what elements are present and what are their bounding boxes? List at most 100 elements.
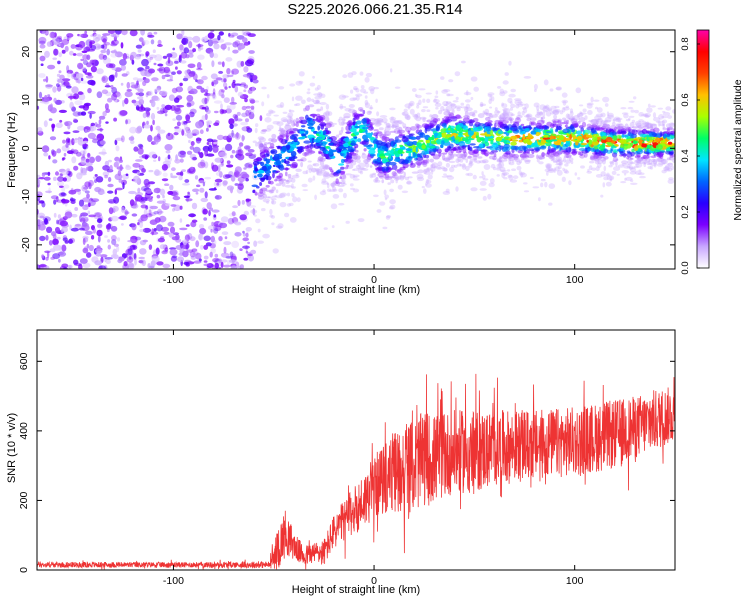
heatmap-cell — [323, 174, 331, 179]
heatmap-cell — [203, 260, 208, 263]
heatmap-cell — [285, 179, 292, 183]
heatmap-cell — [45, 190, 53, 194]
heatmap-cell — [394, 158, 401, 162]
heatmap-cell — [595, 106, 599, 110]
heatmap-cell — [306, 144, 312, 148]
heatmap-cell — [416, 124, 422, 129]
heatmap-cell — [317, 91, 322, 98]
heatmap-cell — [416, 164, 421, 168]
heatmap-cell — [592, 122, 599, 126]
heatmap-cell — [252, 211, 256, 216]
heatmap-cell — [473, 86, 480, 92]
heatmap-cell — [72, 53, 77, 56]
heatmap-cell — [245, 227, 252, 232]
heatmap-cell — [388, 175, 396, 179]
heatmap-cell — [616, 124, 621, 128]
heatmap-cell — [188, 71, 196, 77]
heatmap-cell — [614, 143, 618, 146]
heatmap-cell — [240, 60, 245, 67]
heatmap-cell — [506, 156, 512, 159]
heatmap-cell — [239, 248, 243, 252]
heatmap-cell — [401, 190, 409, 194]
heatmap-cell — [169, 226, 176, 234]
heatmap-cell — [100, 44, 105, 49]
heatmap-cell — [615, 117, 621, 123]
heatmap-cell — [37, 219, 43, 226]
heatmap-cell — [50, 256, 55, 260]
heatmap-cell — [328, 147, 331, 150]
heatmap-cell — [166, 53, 173, 58]
heatmap-cell — [627, 159, 633, 166]
heatmap-cell — [393, 172, 398, 177]
heatmap-cell — [635, 159, 642, 164]
heatmap-cell — [411, 171, 419, 174]
heatmap-cell — [311, 168, 318, 173]
heatmap-cell — [539, 111, 543, 115]
heatmap-cell — [355, 149, 359, 153]
heatmap-cell — [596, 107, 603, 113]
heatmap-cell — [194, 175, 199, 180]
heatmap-cell — [447, 154, 453, 161]
heatmap-cell — [319, 160, 325, 167]
heatmap-cell — [144, 68, 147, 72]
heatmap-cell — [140, 214, 148, 219]
heatmap-cell — [219, 171, 223, 178]
heatmap-cell — [145, 51, 150, 57]
heatmap-cell — [203, 217, 208, 221]
heatmap-cell — [508, 153, 516, 158]
heatmap-cell — [206, 120, 213, 125]
heatmap-cell — [116, 245, 120, 253]
heatmap-cell — [322, 170, 327, 174]
heatmap-cell — [666, 134, 671, 137]
heatmap-cell — [77, 33, 80, 37]
heatmap-cell — [558, 161, 563, 166]
heatmap-cell — [443, 173, 447, 176]
heatmap-cell — [132, 201, 137, 206]
heatmap-cell — [175, 114, 183, 121]
heatmap-cell — [291, 186, 296, 189]
heatmap-cell — [452, 100, 459, 103]
heatmap-cell — [137, 106, 146, 112]
heatmap-cell — [326, 138, 332, 142]
heatmap-cell — [130, 140, 135, 145]
heatmap-cell — [90, 122, 96, 127]
heatmap-cell — [615, 123, 621, 127]
heatmap-cell — [56, 219, 59, 225]
heatmap-cell — [269, 142, 275, 148]
heatmap-cell — [410, 126, 417, 131]
heatmap-cell — [624, 123, 629, 130]
heatmap-cell — [661, 115, 668, 119]
heatmap-cell — [563, 119, 569, 123]
heatmap-cell — [393, 150, 399, 155]
heatmap-cell — [181, 129, 185, 136]
heatmap-cell — [167, 154, 171, 160]
heatmap-cell — [179, 44, 184, 51]
heatmap-cell — [164, 104, 173, 111]
heatmap-cell — [436, 148, 442, 154]
heatmap-cell — [80, 111, 87, 116]
heatmap-cell — [87, 210, 91, 215]
heatmap-cell — [623, 165, 631, 169]
heatmap-cell — [112, 248, 118, 256]
heatmap-cell — [512, 154, 520, 159]
heatmap-cell — [154, 169, 160, 176]
heatmap-cell — [524, 115, 532, 118]
heatmap-cell — [206, 109, 211, 114]
heatmap-cell — [248, 164, 253, 168]
heatmap-cell — [56, 35, 63, 40]
heatmap-cell — [538, 111, 544, 115]
heatmap-cell — [352, 121, 356, 126]
heatmap-cell — [242, 74, 251, 78]
heatmap-cell — [185, 243, 189, 250]
heatmap-cell — [655, 137, 661, 143]
heatmap-cell — [519, 153, 528, 159]
heatmap-cell — [90, 44, 97, 51]
heatmap-cell — [460, 158, 467, 161]
heatmap-cell — [549, 154, 555, 158]
heatmap-cell — [488, 116, 494, 119]
heatmap-cell — [436, 118, 441, 122]
heatmap-cell — [416, 105, 420, 109]
heatmap-cell — [115, 145, 120, 152]
heatmap-cell — [220, 216, 229, 223]
heatmap-cell — [41, 145, 50, 153]
